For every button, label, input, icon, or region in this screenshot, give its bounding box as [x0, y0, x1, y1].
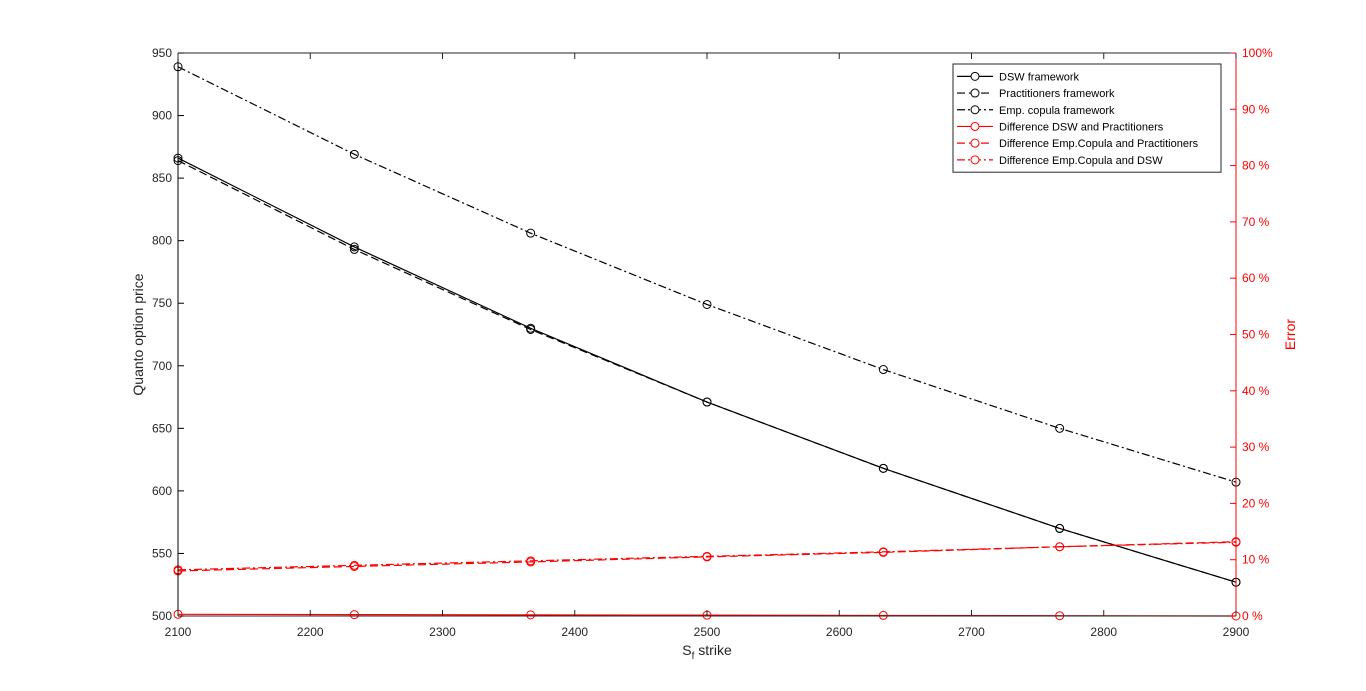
legend-label-1: DSW framework — [999, 71, 1080, 83]
y-left-axis-label: Quanto option price — [130, 273, 146, 395]
x-tick-label: 2600 — [826, 625, 853, 639]
y-left-tick-label: 750 — [152, 296, 172, 310]
y-right-tick-label: 60 % — [1242, 271, 1270, 285]
y-right-tick-label: 0 % — [1242, 609, 1263, 623]
y-left-tick-label: 700 — [152, 359, 172, 373]
y-right-tick-label: 30 % — [1242, 440, 1270, 454]
legend-marker-1 — [970, 71, 980, 81]
legend-marker-6 — [970, 155, 980, 165]
legend-label-6: Difference Emp.Copula and DSW — [999, 155, 1163, 167]
y-left-tick-label: 600 — [152, 484, 172, 498]
legend-marker-4 — [970, 121, 980, 131]
x-tick-label: 2900 — [1223, 625, 1250, 639]
x-tick-label: 2200 — [297, 625, 324, 639]
x-tick-label: 2300 — [429, 625, 456, 639]
y-left-tick-label: 800 — [152, 234, 172, 248]
y-right-tick-label: 10 % — [1242, 553, 1270, 567]
x-tick-label: 2500 — [694, 625, 721, 639]
y-left-tick-label: 950 — [152, 46, 172, 60]
series-3-marker — [878, 365, 888, 375]
series-6-marker — [526, 556, 536, 566]
y-right-tick-label: 70 % — [1242, 215, 1270, 229]
y-left-tick-label: 850 — [152, 171, 172, 185]
x-tick-label: 2800 — [1090, 625, 1117, 639]
y-left-tick-label: 500 — [152, 609, 172, 623]
y-left-tick-label: 550 — [152, 546, 172, 560]
y-left-tick-label: 650 — [152, 421, 172, 435]
y-right-tick-label: 50 % — [1242, 328, 1270, 342]
series-4-marker — [349, 610, 359, 620]
series-3-marker — [702, 299, 712, 309]
legend-box — [952, 63, 1222, 173]
series-3-marker — [526, 228, 536, 238]
series-2-marker — [702, 397, 712, 407]
y-right-tick-label: 90 % — [1242, 102, 1270, 116]
series-3-marker — [349, 149, 359, 159]
legend-label-4: Difference DSW and Practitioners — [999, 121, 1164, 133]
y-right-tick-label: 40 % — [1242, 384, 1270, 398]
series-6-marker — [1055, 542, 1065, 552]
legend-marker-5 — [970, 138, 980, 148]
x-tick-label: 2400 — [561, 625, 588, 639]
series-6-marker — [878, 547, 888, 557]
y-right-axis-label: Error — [1282, 319, 1298, 350]
series-6-marker — [702, 551, 712, 561]
legend-label-3: Emp. copula framework — [999, 105, 1115, 117]
legend-marker-3 — [970, 105, 980, 115]
x-tick-label: 2100 — [165, 625, 192, 639]
series-4-marker — [526, 610, 536, 620]
series-6-marker — [349, 560, 359, 570]
x-axis-label: Sf strike — [682, 642, 732, 662]
x-tick-label: 2700 — [958, 625, 985, 639]
legend-marker-2 — [970, 88, 980, 98]
series-line-3 — [177, 66, 1237, 483]
legend-label-2: Practitioners framework — [999, 88, 1115, 100]
legend-label-5: Difference Emp.Copula and Practitioners — [999, 138, 1199, 150]
series-4-marker — [878, 610, 888, 620]
series-2-marker — [1055, 523, 1065, 533]
series-line-6 — [177, 541, 1237, 571]
series-2-marker — [349, 244, 359, 254]
y-right-tick-label: 20 % — [1242, 496, 1270, 510]
series-2-marker — [878, 463, 888, 473]
y-left-tick-label: 900 — [152, 109, 172, 123]
y-right-tick-label: 80 % — [1242, 159, 1270, 173]
series-2-marker — [526, 324, 536, 334]
y-right-tick-label: 100% — [1242, 46, 1273, 60]
series-3-marker — [1055, 423, 1065, 433]
legend: DSW framework Practitioners framework Emp.… — [952, 63, 1222, 173]
series-line-2 — [177, 160, 1237, 583]
